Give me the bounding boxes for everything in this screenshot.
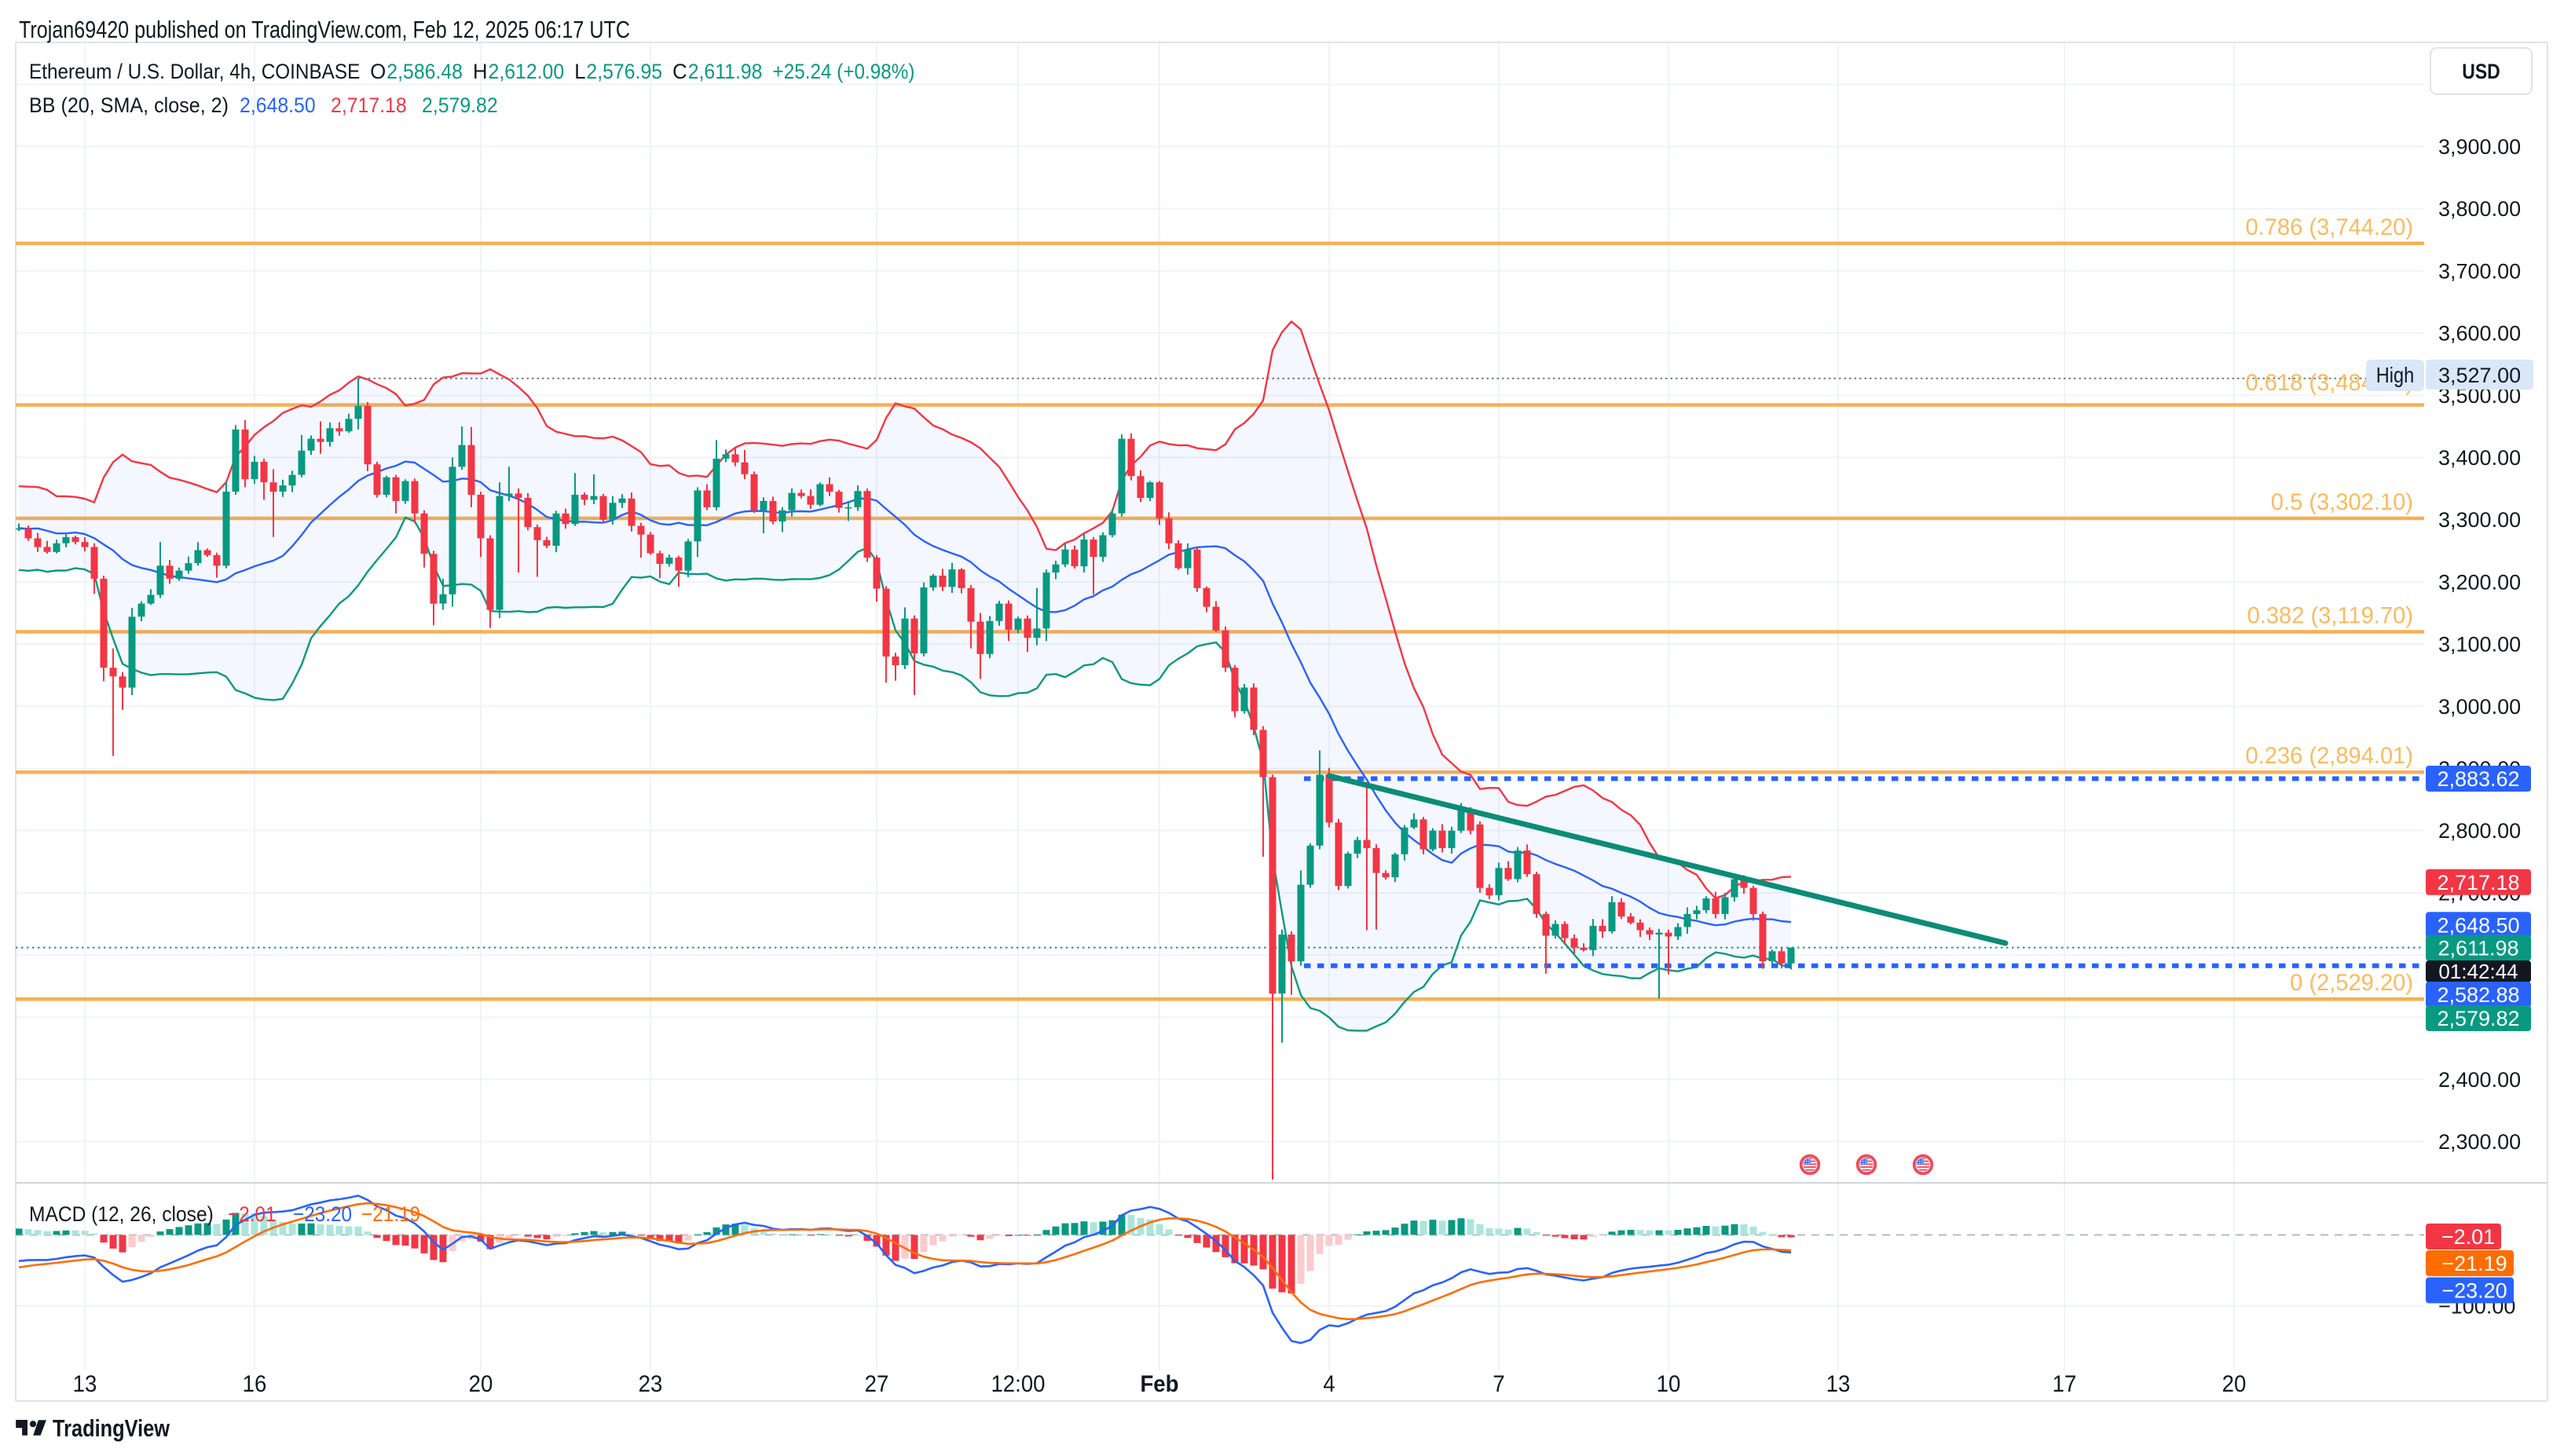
svg-text:BB (20, SMA, close, 2): BB (20, SMA, close, 2)	[29, 93, 229, 117]
svg-text:O: O	[370, 60, 386, 83]
svg-text:2,648.50: 2,648.50	[2437, 913, 2519, 937]
svg-text:C: C	[672, 60, 687, 83]
svg-text:27: 27	[865, 1371, 889, 1397]
svg-text:3,900.00: 3,900.00	[2438, 135, 2521, 159]
svg-text:3,000.00: 3,000.00	[2438, 695, 2521, 719]
svg-text:3,600.00: 3,600.00	[2438, 322, 2521, 346]
svg-text:−23.20: −23.20	[2441, 1279, 2507, 1303]
svg-text:3,700.00: 3,700.00	[2438, 259, 2521, 283]
svg-text:7: 7	[1493, 1371, 1504, 1397]
svg-text:2,611.98: 2,611.98	[2438, 937, 2518, 960]
svg-text:2,300.00: 2,300.00	[2438, 1130, 2521, 1154]
svg-text:2,612.00: 2,612.00	[489, 60, 565, 83]
svg-text:0.382 (3,119.70): 0.382 (3,119.70)	[2247, 603, 2413, 629]
svg-text:01:42:44: 01:42:44	[2438, 960, 2518, 983]
svg-text:2,717.18: 2,717.18	[331, 93, 407, 117]
svg-text:2,579.82: 2,579.82	[422, 93, 498, 117]
svg-text:16: 16	[243, 1371, 267, 1397]
svg-text:2,576.95: 2,576.95	[586, 60, 662, 83]
svg-text:13: 13	[1826, 1371, 1851, 1397]
svg-text:−2.01: −2.01	[2441, 1225, 2495, 1249]
svg-text:3,400.00: 3,400.00	[2438, 446, 2521, 470]
svg-text:USD: USD	[2462, 60, 2500, 83]
svg-text:MACD (12, 26, close): MACD (12, 26, close)	[29, 1202, 214, 1226]
svg-text:2,648.50: 2,648.50	[240, 93, 316, 117]
svg-text:Trojan69420 published on Tradi: Trojan69420 published on TradingView.com…	[19, 16, 630, 43]
svg-text:Feb: Feb	[1140, 1371, 1178, 1397]
svg-text:20: 20	[469, 1371, 493, 1397]
svg-text:2,883.62: 2,883.62	[2437, 767, 2519, 791]
svg-text:2,800.00: 2,800.00	[2438, 819, 2521, 843]
svg-text:13: 13	[73, 1371, 97, 1397]
svg-text:−21.19: −21.19	[2441, 1252, 2507, 1275]
svg-text:High: High	[2376, 363, 2414, 387]
svg-text:0.786 (3,744.20): 0.786 (3,744.20)	[2246, 214, 2414, 240]
svg-text:−23.20: −23.20	[293, 1202, 352, 1226]
svg-text:2,582.88: 2,582.88	[2437, 983, 2519, 1007]
svg-text:3,300.00: 3,300.00	[2438, 508, 2521, 532]
svg-text:−2.01: −2.01	[228, 1202, 277, 1226]
svg-text:3,800.00: 3,800.00	[2438, 197, 2521, 221]
svg-text:H: H	[473, 60, 488, 83]
svg-text:Ethereum / U.S. Dollar, 4h, CO: Ethereum / U.S. Dollar, 4h, COINBASE	[29, 60, 360, 83]
svg-text:−21.19: −21.19	[361, 1202, 420, 1226]
svg-text:3,527.00: 3,527.00	[2438, 364, 2521, 387]
svg-text:17: 17	[2053, 1371, 2077, 1397]
svg-text:12:00: 12:00	[991, 1371, 1045, 1397]
svg-text:2,611.98: 2,611.98	[688, 60, 763, 83]
svg-text:3,100.00: 3,100.00	[2438, 633, 2521, 657]
svg-text:2,579.82: 2,579.82	[2437, 1007, 2519, 1030]
svg-text:20: 20	[2222, 1371, 2247, 1397]
svg-text:3,200.00: 3,200.00	[2438, 570, 2521, 594]
svg-text:0 (2,529.20): 0 (2,529.20)	[2290, 970, 2413, 996]
svg-text:4: 4	[1323, 1371, 1335, 1397]
svg-text:2,400.00: 2,400.00	[2438, 1068, 2521, 1092]
svg-text:+25.24 (+0.98%): +25.24 (+0.98%)	[773, 60, 915, 83]
svg-text:10: 10	[1657, 1371, 1681, 1397]
svg-text:2,586.48: 2,586.48	[386, 60, 463, 83]
svg-text:23: 23	[639, 1371, 663, 1397]
svg-text:0.5 (3,302.10): 0.5 (3,302.10)	[2271, 489, 2413, 515]
svg-text:2,717.18: 2,717.18	[2437, 871, 2519, 894]
svg-text:TradingView: TradingView	[53, 1414, 170, 1442]
svg-text:L: L	[574, 60, 585, 83]
svg-text:0.236 (2,894.01): 0.236 (2,894.01)	[2246, 743, 2414, 769]
